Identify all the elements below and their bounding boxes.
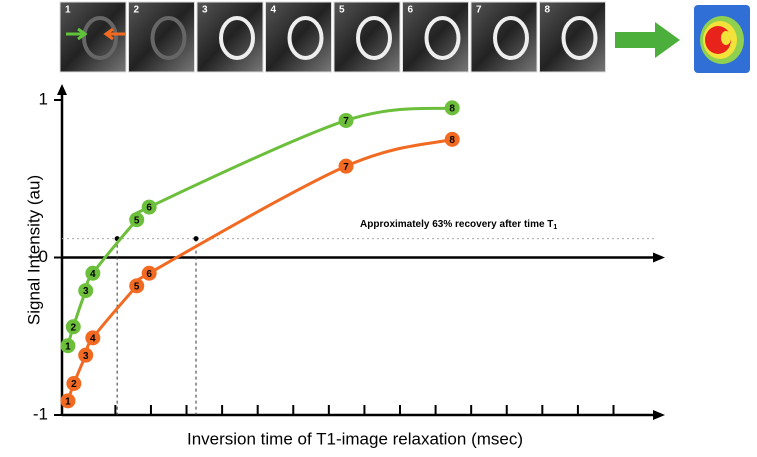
- zero-line-arrow: [653, 252, 665, 263]
- data-point: [129, 212, 145, 228]
- thumbnail-anatomy: [219, 16, 255, 60]
- data-point: [338, 112, 354, 128]
- point-label: 2: [71, 379, 77, 390]
- point-label: 4: [90, 333, 96, 344]
- thumbnail-label: 1: [65, 5, 71, 16]
- thumbnail-anatomy: [287, 16, 324, 60]
- thumbnail-anatomy: [561, 16, 598, 60]
- annotation: Approximately 63% recovery after time T1: [360, 219, 557, 231]
- x-axis-label: Inversion time of T1-image relaxation (m…: [187, 429, 523, 448]
- green-pointer: [66, 27, 88, 41]
- y-axis-arrow: [57, 84, 67, 95]
- thumbnail-label: 7: [476, 5, 482, 16]
- point-label: 1: [65, 341, 71, 352]
- thumbnail-label: 2: [134, 5, 140, 16]
- data-point: [60, 338, 76, 354]
- image-strip: 1 2 3 4 5 6 7 8: [59, 1, 606, 73]
- point-label: 7: [343, 162, 349, 173]
- thumbnail-label: 4: [271, 5, 277, 16]
- point-label: 5: [134, 281, 140, 292]
- data-point: [129, 278, 145, 294]
- point-label: 3: [83, 286, 89, 297]
- y-tick-label: -1: [33, 404, 48, 423]
- data-point: [60, 393, 76, 409]
- thumbnail-label: 6: [408, 5, 414, 16]
- recovery-curve: [66, 137, 453, 402]
- point-label: 1: [65, 396, 71, 407]
- data-point: [85, 265, 101, 281]
- annotation-subscript: 1: [553, 224, 557, 231]
- thumbnail-anatomy: [493, 16, 529, 60]
- data-point: [65, 319, 81, 335]
- data-point: [85, 330, 101, 346]
- point-label: 4: [90, 269, 96, 280]
- point-label: 8: [449, 104, 455, 115]
- thumbnail-anatomy: [356, 16, 392, 60]
- point-label: 6: [146, 269, 152, 280]
- annotation-text: Approximately 63% recovery after time T: [360, 219, 553, 230]
- thumbnail-label: 3: [202, 5, 208, 16]
- thumbnail-anatomy: [82, 16, 118, 60]
- data-point: [78, 283, 94, 299]
- thumbnail-anatomy: [150, 16, 187, 60]
- data-point: [444, 131, 460, 147]
- data-point: [444, 100, 460, 116]
- data-point: [338, 158, 354, 174]
- y-axis-label: Signal Intensity (au): [24, 175, 43, 325]
- point-label: 6: [146, 203, 152, 214]
- point-label: 5: [134, 215, 140, 226]
- y-tick-label: 0: [39, 247, 48, 266]
- point-label: 3: [83, 351, 89, 362]
- point-label: 8: [449, 135, 455, 146]
- point-label: 2: [70, 322, 76, 333]
- data-point: [141, 265, 157, 281]
- orange-pointer: [103, 27, 125, 41]
- y-tick-label: 1: [39, 89, 48, 108]
- thumbnail-label: 5: [339, 5, 345, 16]
- t1-map: [694, 5, 750, 73]
- data-point: [141, 199, 157, 215]
- x-axis-arrow: [653, 410, 665, 420]
- thumbnail-label: 8: [545, 5, 551, 16]
- transition-arrow: [615, 22, 680, 58]
- t1-dot: [193, 236, 199, 242]
- data-point: [66, 376, 82, 391]
- thumbnail-anatomy: [424, 16, 461, 60]
- point-label: 7: [343, 116, 349, 127]
- data-point: [78, 347, 94, 363]
